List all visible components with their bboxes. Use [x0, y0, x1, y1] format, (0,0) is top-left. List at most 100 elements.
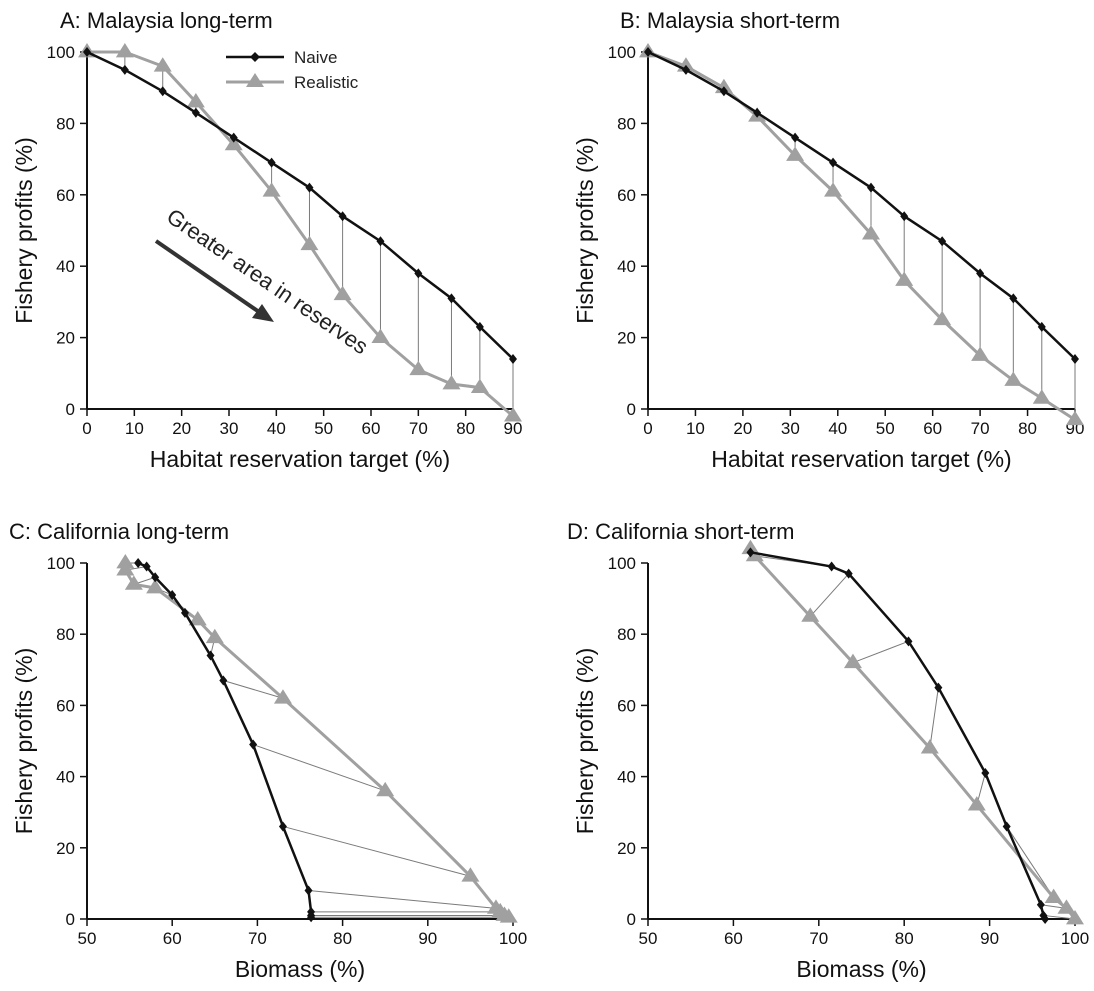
- data-point-naive: [829, 157, 838, 168]
- pair-connector: [1043, 914, 1076, 920]
- data-point-naive: [866, 182, 875, 193]
- pair-connector: [223, 680, 284, 699]
- x-tick-label: 60: [724, 929, 743, 948]
- x-tick-label: 60: [362, 419, 381, 438]
- y-tick-label: 60: [56, 696, 75, 715]
- x-tick-label: 100: [499, 929, 527, 948]
- pair-connector: [308, 890, 497, 909]
- annotation-arrow: [154, 239, 264, 316]
- y-axis-label: Fishery profits (%): [11, 648, 37, 835]
- data-point-realistic: [124, 575, 143, 590]
- x-tick-label: 30: [781, 419, 800, 438]
- data-point-realistic: [442, 375, 461, 390]
- data-point-naive: [1037, 321, 1046, 332]
- data-point-realistic: [971, 346, 990, 361]
- data-point-naive: [120, 64, 129, 75]
- data-point-realistic: [504, 407, 522, 422]
- series-line-realistic: [749, 547, 1077, 920]
- x-tick-label: 90: [418, 929, 437, 948]
- data-point-realistic: [116, 561, 135, 576]
- y-tick-label: 60: [617, 696, 636, 715]
- y-tick-label: 100: [47, 554, 75, 573]
- x-tick-label: 40: [267, 419, 286, 438]
- x-tick-label: 90: [504, 419, 523, 438]
- data-point-naive: [447, 293, 456, 304]
- x-tick-label: 80: [1018, 419, 1037, 438]
- x-axis-label: Biomass (%): [235, 956, 365, 982]
- legend-marker-naive: [250, 52, 260, 62]
- data-point-realistic: [1004, 371, 1023, 386]
- data-point-realistic: [1066, 910, 1084, 925]
- series-line-naive: [137, 561, 313, 918]
- y-tick-label: 20: [617, 839, 636, 858]
- x-tick-label: 50: [639, 929, 658, 948]
- data-point-naive: [158, 86, 167, 97]
- data-point-naive: [904, 636, 913, 647]
- data-point-naive: [719, 86, 728, 97]
- y-tick-label: 80: [56, 625, 75, 644]
- y-tick-label: 0: [66, 910, 75, 929]
- x-tick-label: 10: [125, 419, 144, 438]
- data-point-naive: [304, 885, 313, 896]
- chart-panel-a: A: Malaysia long-term 0 10 20 30 40 50 60 70 80 90…: [11, 8, 522, 472]
- data-point-naive: [338, 211, 347, 222]
- pair-connector: [929, 687, 939, 749]
- chart-panel-d: D: California short-term 50 60 70 80 90 100 0 20…: [567, 519, 1089, 982]
- legend: Naive Realistic: [226, 48, 359, 92]
- data-point-naive: [267, 157, 276, 168]
- data-point-naive: [1071, 354, 1079, 365]
- y-tick-label: 60: [56, 186, 75, 205]
- data-point-naive: [1036, 899, 1045, 910]
- y-tick-label: 20: [56, 839, 75, 858]
- y-tick-label: 80: [617, 625, 636, 644]
- data-point-realistic: [1066, 410, 1084, 426]
- data-point-realistic: [461, 867, 480, 882]
- data-point-realistic: [967, 796, 986, 811]
- data-point-realistic: [273, 689, 292, 704]
- data-point-naive: [1041, 914, 1050, 924]
- data-point-realistic: [115, 43, 134, 58]
- y-tick-label: 0: [66, 400, 75, 419]
- x-tick-label: 90: [980, 929, 999, 948]
- data-point-naive: [475, 321, 484, 332]
- y-axis-label: Fishery profits (%): [11, 137, 37, 324]
- y-tick-label: 0: [627, 910, 636, 929]
- chart-title: D: California short-term: [567, 519, 794, 544]
- data-point-realistic: [300, 235, 319, 251]
- data-point-naive: [229, 132, 238, 143]
- x-tick-label: 30: [220, 419, 239, 438]
- data-point-realistic: [801, 607, 820, 622]
- data-point-naive: [900, 211, 909, 222]
- y-tick-label: 100: [608, 43, 636, 62]
- y-tick-label: 0: [627, 400, 636, 419]
- x-tick-label: 50: [78, 929, 97, 948]
- y-axis-label: Fishery profits (%): [572, 648, 598, 835]
- x-tick-label: 70: [248, 929, 267, 948]
- pair-connector: [1006, 826, 1055, 898]
- data-point-naive: [827, 561, 836, 572]
- x-tick-label: 70: [971, 419, 990, 438]
- data-point-realistic: [920, 739, 939, 754]
- data-point-realistic: [153, 57, 172, 72]
- chart-panel-c: C: California long-term 50 60 70 80 90 100 0 20 4…: [9, 519, 527, 982]
- x-tick-label: 100: [1061, 929, 1089, 948]
- x-tick-label: 60: [163, 929, 182, 948]
- data-point-naive: [142, 561, 151, 572]
- x-axis-label: Habitat reservation target (%): [711, 446, 1011, 472]
- y-axis-label: Fishery profits (%): [572, 137, 598, 324]
- chart-title: A: Malaysia long-term: [60, 8, 273, 33]
- data-point-realistic: [371, 328, 390, 343]
- data-point-naive: [1002, 821, 1011, 832]
- chart-title: C: California long-term: [9, 519, 229, 544]
- x-tick-label: 10: [686, 419, 705, 438]
- data-point-naive: [981, 768, 990, 779]
- y-tick-label: 20: [617, 329, 636, 348]
- y-tick-label: 80: [56, 114, 75, 133]
- data-point-realistic: [146, 578, 165, 594]
- y-tick-label: 40: [56, 257, 75, 276]
- y-tick-label: 100: [608, 554, 636, 573]
- data-point-naive: [206, 650, 215, 661]
- data-point-naive: [168, 590, 177, 601]
